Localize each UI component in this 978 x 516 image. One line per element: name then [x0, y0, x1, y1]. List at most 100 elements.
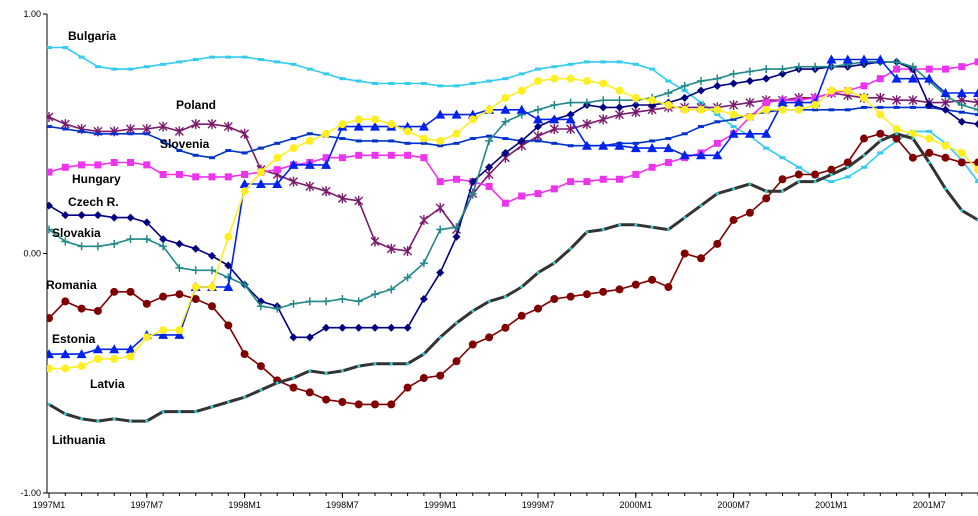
- point-lithuania: [487, 299, 491, 303]
- point-romania: [305, 388, 314, 397]
- point-poland: [386, 243, 396, 254]
- point-lithuania: [650, 225, 654, 229]
- point-poland: [47, 111, 54, 122]
- point-bulgaria: [274, 60, 281, 64]
- point-slovakia: [305, 297, 314, 306]
- point-lithuania: [634, 223, 638, 227]
- point-lithuania: [715, 192, 719, 196]
- point-romania: [615, 285, 624, 294]
- point-estonia: [614, 140, 625, 150]
- point-slovenia: [209, 156, 215, 160]
- point-slovakia: [485, 136, 494, 145]
- point-romania: [534, 304, 542, 313]
- point-lithuania: [813, 180, 817, 184]
- point-latvia: [159, 326, 168, 335]
- point-lithuania: [536, 271, 540, 275]
- point-bulgaria: [388, 81, 395, 85]
- point-slovenia: [730, 117, 737, 121]
- point-lithuania: [666, 228, 670, 232]
- point-romania: [354, 400, 363, 409]
- point-bulgaria: [861, 165, 867, 169]
- point-slovakia: [256, 302, 265, 311]
- series-label-romania: Romania: [46, 278, 97, 292]
- point-lithuania: [340, 369, 344, 373]
- point-latvia: [452, 129, 461, 138]
- point-slovenia: [975, 113, 978, 117]
- point-romania: [371, 400, 379, 409]
- y-tick-label: 1.00: [23, 9, 41, 19]
- point-bulgaria: [665, 79, 672, 83]
- point-slovenia: [160, 139, 167, 143]
- point-romania: [240, 350, 249, 359]
- point-poland: [403, 246, 413, 257]
- point-lithuania: [520, 285, 524, 289]
- point-czech-r: [534, 122, 542, 131]
- point-poland: [729, 100, 739, 111]
- point-slovakia: [159, 242, 168, 251]
- point-poland: [174, 126, 184, 137]
- point-hungary: [387, 151, 395, 159]
- point-latvia: [534, 77, 542, 86]
- point-poland: [973, 97, 978, 108]
- point-bulgaria: [518, 72, 525, 76]
- point-czech-r: [713, 81, 722, 90]
- point-latvia: [47, 364, 53, 373]
- y-tick-label: -1.00: [20, 488, 41, 498]
- point-slovenia: [698, 125, 704, 129]
- point-bulgaria: [176, 60, 183, 64]
- point-romania: [892, 134, 901, 143]
- point-lithuania: [944, 187, 947, 191]
- point-bulgaria: [714, 113, 721, 117]
- point-slovenia: [111, 132, 118, 136]
- point-poland: [305, 181, 315, 192]
- point-lithuania: [927, 160, 931, 164]
- point-czech-r: [387, 323, 396, 332]
- point-bulgaria: [469, 81, 476, 85]
- point-romania: [208, 302, 216, 311]
- point-slovenia: [241, 151, 248, 155]
- point-hungary: [860, 82, 868, 90]
- point-lithuania: [878, 139, 882, 143]
- point-latvia: [387, 120, 396, 129]
- point-slovenia: [225, 149, 232, 153]
- series-line-latvia: [49, 77, 978, 370]
- point-romania: [664, 283, 673, 292]
- point-slovakia: [289, 299, 298, 308]
- point-slovakia: [436, 225, 445, 234]
- point-slovakia: [680, 81, 689, 90]
- point-czech-r: [77, 211, 86, 220]
- point-latvia: [582, 77, 591, 86]
- point-romania: [93, 306, 102, 315]
- point-lithuania: [552, 261, 556, 265]
- point-slovakia: [110, 239, 119, 248]
- point-lithuania: [161, 410, 165, 414]
- point-czech-r: [631, 101, 640, 110]
- point-poland: [207, 119, 217, 130]
- point-latvia: [77, 362, 86, 371]
- point-latvia: [371, 115, 379, 124]
- point-slovakia: [794, 62, 803, 71]
- point-bulgaria: [583, 60, 590, 64]
- point-poland: [419, 214, 429, 225]
- point-estonia: [696, 150, 706, 160]
- point-estonia: [712, 150, 723, 160]
- point-romania: [501, 323, 510, 332]
- point-bulgaria: [355, 79, 362, 83]
- point-slovakia: [664, 89, 673, 98]
- point-romania: [876, 129, 885, 138]
- series-label-lithuania: Lithuania: [52, 433, 106, 447]
- point-czech-r: [436, 268, 445, 277]
- point-latvia: [827, 86, 836, 95]
- point-slovakia: [534, 105, 542, 114]
- point-lithuania: [145, 419, 149, 423]
- point-romania: [452, 357, 461, 366]
- point-lithuania: [455, 321, 458, 325]
- series-label-estonia: Estonia: [52, 332, 96, 346]
- point-slovenia: [355, 139, 362, 143]
- point-slovenia: [290, 137, 297, 141]
- point-hungary: [94, 161, 102, 169]
- point-czech-r: [47, 201, 53, 210]
- point-latvia: [811, 101, 820, 110]
- point-romania: [338, 397, 347, 406]
- point-slovenia: [94, 132, 101, 136]
